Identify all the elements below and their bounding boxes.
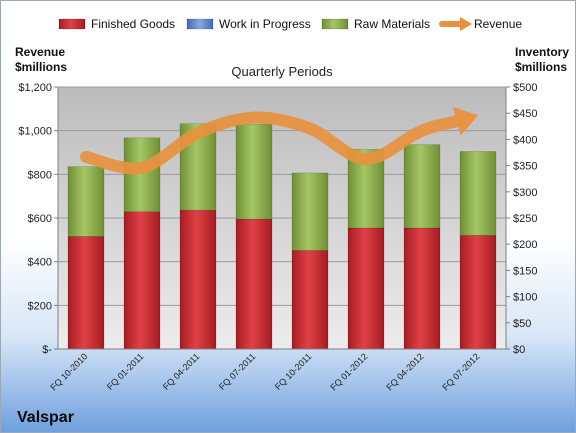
legend-swatch-finished-goods (58, 18, 86, 30)
right-axis-label-line1: Inventory (515, 45, 569, 59)
right-axis-label-line2: $millions (515, 60, 567, 74)
bar-raw-materials (67, 166, 105, 237)
legend-label: Work in Progress (219, 17, 311, 31)
legend-swatch-raw-materials (321, 18, 349, 30)
bar-series (67, 123, 497, 350)
x-tick-label: FQ 07-2011 (217, 351, 258, 392)
legend-swatch-work-in-progress (186, 18, 214, 30)
x-tick-label: FQ 10-2011 (273, 351, 314, 392)
bar-raw-materials (123, 137, 161, 212)
right-tick-label: $250 (513, 213, 537, 225)
right-tick-label: $100 (513, 292, 537, 304)
x-tick-label: FQ 04-2012 (384, 351, 425, 392)
revenue-arrowhead (452, 106, 478, 136)
bar-finished-goods (459, 235, 497, 350)
left-axis-label-line1: Revenue (15, 45, 65, 59)
left-tick-label: $400 (28, 257, 52, 269)
right-tick-label: $150 (513, 265, 537, 277)
x-tick-label: FQ 10-2010 (48, 351, 89, 392)
left-axis-label-line2: $millions (15, 60, 67, 74)
bar-finished-goods (291, 250, 329, 350)
right-tick-label: $50 (513, 318, 531, 330)
bar-finished-goods (235, 218, 273, 350)
left-tick-label: $- (42, 344, 52, 356)
chart-title: Quarterly Periods (231, 64, 333, 79)
right-tick-label: $200 (513, 239, 537, 251)
left-tick-label: $1,200 (18, 82, 52, 94)
bar-raw-materials (459, 151, 497, 236)
left-tick-label: $200 (28, 300, 52, 312)
right-tick-label: $0 (513, 344, 525, 356)
bar-finished-goods (403, 227, 441, 350)
left-tick-label: $600 (28, 213, 52, 225)
bar-raw-materials (291, 172, 329, 251)
legend-label: Raw Materials (354, 17, 430, 31)
revenue-line-path (80, 111, 463, 175)
right-tick-label: $500 (513, 82, 537, 94)
x-tick-label: FQ 01-2011 (105, 351, 146, 392)
bar-finished-goods (179, 209, 217, 350)
right-tick-label: $350 (513, 161, 537, 173)
bar-finished-goods (347, 227, 385, 350)
bar-finished-goods (123, 211, 161, 350)
brand-label: Valspar (17, 409, 74, 426)
bar-raw-materials (403, 144, 441, 229)
right-tick-label: $300 (513, 187, 537, 199)
revenue-line (80, 106, 478, 175)
right-tick-label: $400 (513, 134, 537, 146)
left-tick-label: $800 (28, 169, 52, 181)
bar-finished-goods (67, 236, 105, 350)
x-tick-label: FQ 07-2012 (440, 351, 481, 392)
legend-swatch-arrow (460, 17, 472, 31)
bar-raw-materials (235, 123, 273, 220)
legend: Finished Goods Work in Progress Raw Materi… (58, 17, 522, 31)
legend-label: Revenue (474, 17, 522, 31)
right-tick-label: $450 (513, 108, 537, 120)
left-tick-label: $1,000 (18, 126, 52, 138)
x-tick-label: FQ 04-2011 (161, 351, 202, 392)
x-tick-label: FQ 01-2012 (328, 351, 369, 392)
legend-label: Finished Goods (91, 17, 175, 31)
